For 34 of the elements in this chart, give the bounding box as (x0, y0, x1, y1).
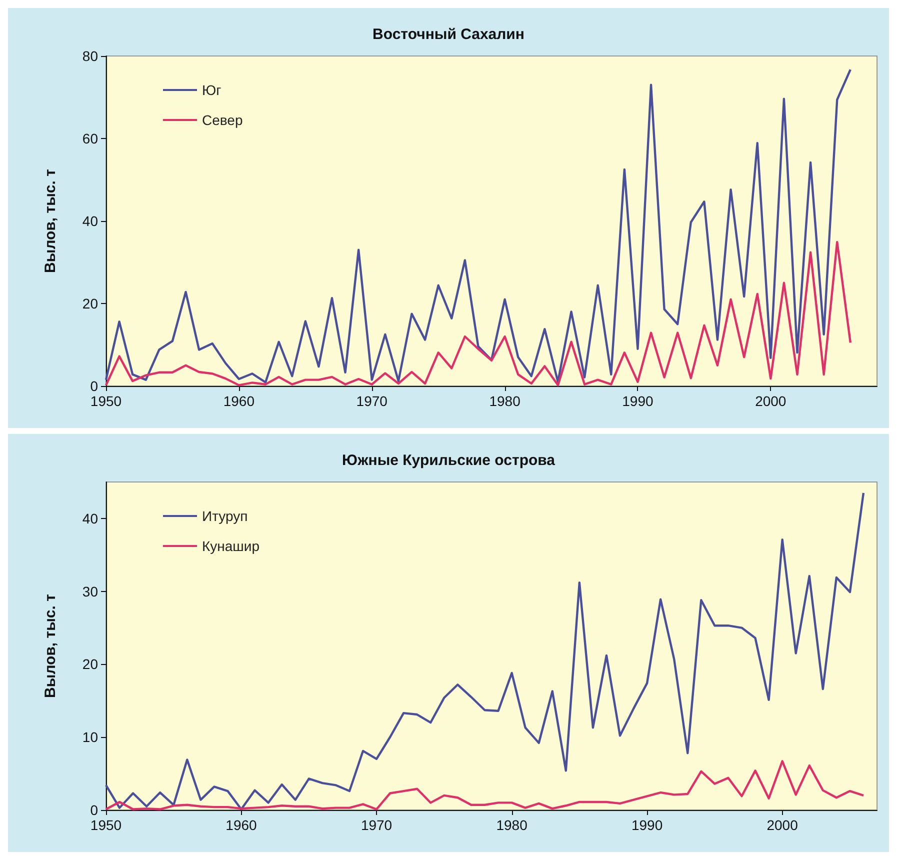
x-tick-label: 1960 (223, 393, 255, 409)
line-series (104, 492, 865, 810)
x-tick-label: 1990 (631, 817, 663, 833)
y-tick-label: 60 (82, 130, 98, 146)
y-tick-label: 40 (82, 213, 98, 229)
chart-title: Южные Курильские острова (342, 452, 556, 469)
y-axis-title: Вылов, тыс. т (42, 594, 59, 698)
y-tick-label: 0 (90, 378, 98, 394)
x-tick-label: 1960 (226, 817, 258, 833)
y-tick-label: 20 (82, 296, 98, 312)
line-series (104, 240, 852, 386)
chart-title: Восточный Сахалин (372, 26, 524, 43)
x-tick-label: 1950 (90, 393, 122, 409)
x-tick-label: 1970 (360, 817, 392, 833)
y-tick-label: 40 (82, 510, 98, 526)
x-tick-label: 1980 (489, 393, 521, 409)
x-tick-label: 1970 (356, 393, 388, 409)
x-tick-label: 1990 (622, 393, 654, 409)
y-tick-label: 30 (82, 583, 98, 600)
legend-label: Юг (202, 82, 222, 98)
legend-label: Север (202, 112, 243, 128)
y-tick-label: 80 (82, 48, 98, 64)
line-series (104, 68, 852, 384)
x-tick-label: 2000 (766, 817, 798, 833)
y-axis-title: Вылов, тыс. т (42, 169, 59, 273)
x-tick-label: 2000 (755, 393, 786, 409)
legend-label: Итуруп (202, 508, 248, 524)
y-tick-label: 10 (82, 729, 98, 746)
line-series (104, 760, 865, 810)
y-tick-label: 20 (82, 656, 98, 672)
y-tick-label: 0 (90, 802, 98, 818)
x-tick-label: 1980 (496, 817, 528, 833)
x-tick-label: 1950 (90, 817, 122, 833)
legend-label: Кунашир (202, 538, 260, 554)
